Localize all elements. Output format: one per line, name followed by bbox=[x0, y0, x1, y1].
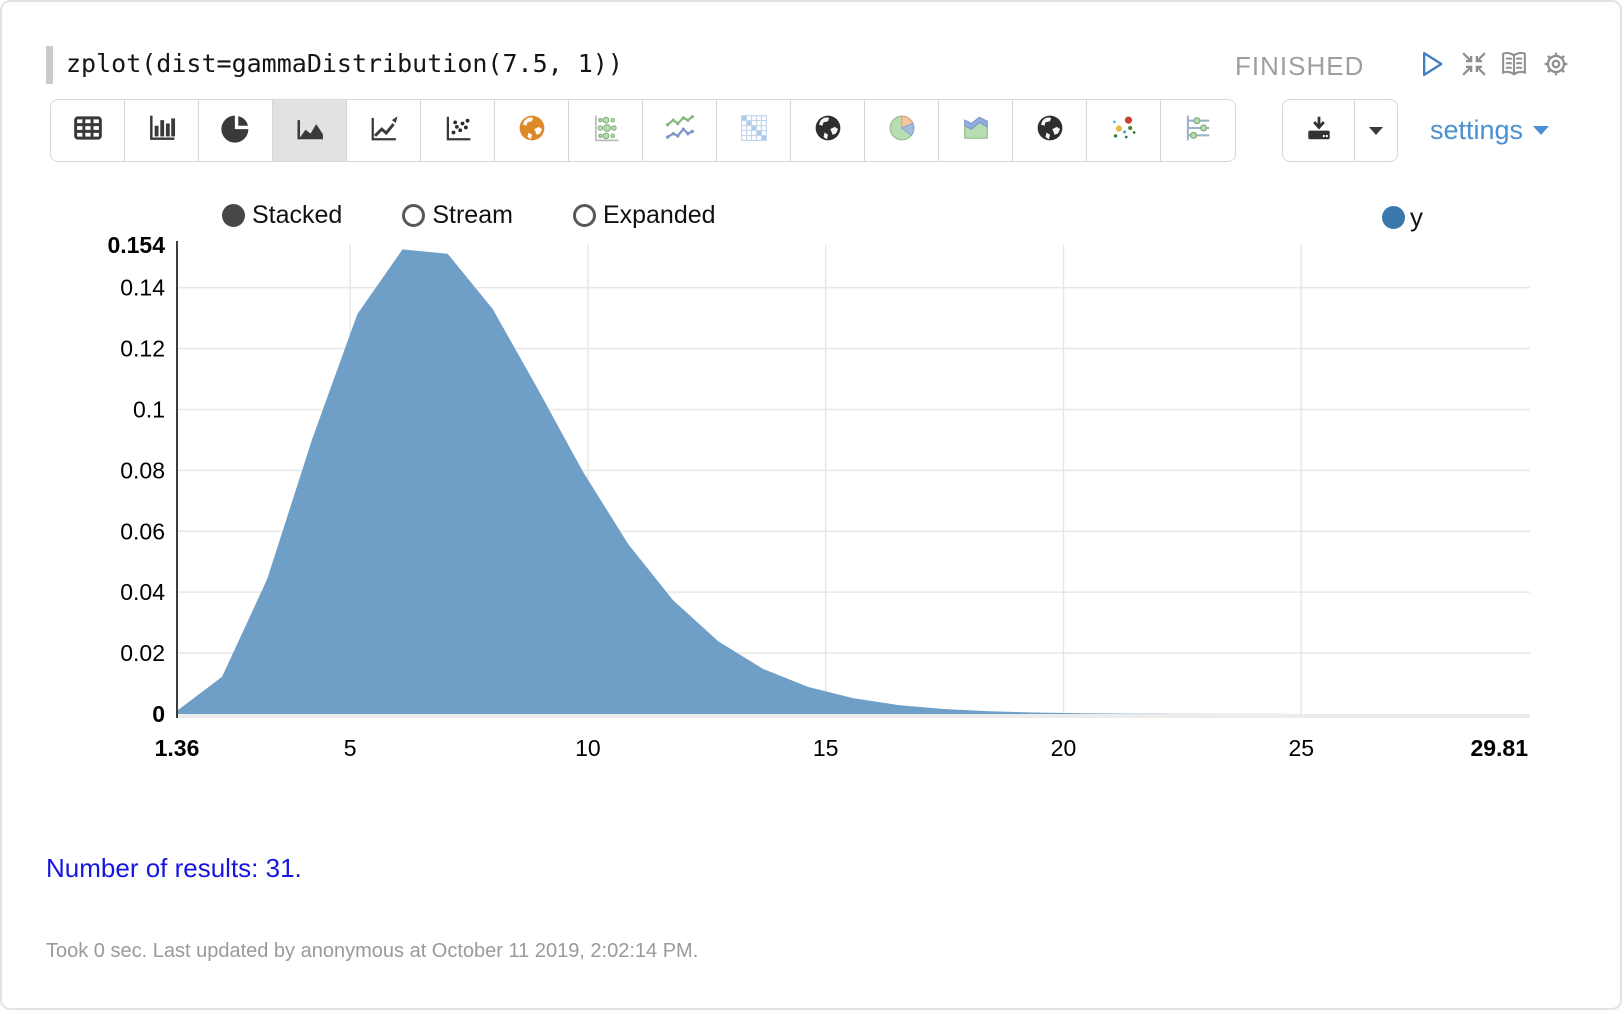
chevron-down-icon bbox=[1369, 126, 1383, 135]
y-axis-tick-label: 0.02 bbox=[120, 640, 165, 666]
area-chart-button[interactable] bbox=[273, 100, 347, 161]
range-sliders-icon bbox=[1180, 110, 1216, 151]
settings-label: settings bbox=[1430, 115, 1524, 145]
paragraph-footer-text: Took 0 sec. Last updated by anonymous at… bbox=[46, 940, 699, 962]
radio-stream-label: Stream bbox=[432, 201, 513, 229]
area-chart-pastel-button[interactable] bbox=[939, 100, 1013, 161]
code-editor[interactable]: zplot(dist=gammaDistribution(7.5, 1)) bbox=[66, 49, 623, 78]
matrix-chart-icon bbox=[736, 110, 772, 151]
radio-unselected-icon bbox=[572, 204, 596, 227]
status-badge: FINISHED bbox=[1235, 51, 1365, 81]
legend-label: y bbox=[1410, 202, 1423, 232]
chart-type-toolbar bbox=[50, 99, 1236, 162]
radio-expanded[interactable]: Expanded bbox=[572, 201, 716, 230]
multi-line-chart-button[interactable] bbox=[643, 100, 717, 161]
multi-line-chart-icon bbox=[662, 110, 698, 151]
scatter-colored-button[interactable] bbox=[1087, 100, 1161, 161]
pie-chart-pastel-icon bbox=[884, 110, 920, 151]
y-axis-tick-label: 0.1 bbox=[133, 396, 165, 422]
globe-dark-2-button[interactable] bbox=[1013, 100, 1087, 161]
table-icon bbox=[70, 110, 106, 151]
download-split-button bbox=[1282, 99, 1398, 162]
radio-stacked-label: Stacked bbox=[252, 201, 343, 229]
collapse-icon[interactable] bbox=[1458, 48, 1490, 80]
radio-stream[interactable]: Stream bbox=[402, 201, 513, 230]
globe-dark-button[interactable] bbox=[791, 100, 865, 161]
x-axis-tick-label: 20 bbox=[1051, 735, 1077, 761]
radio-expanded-label: Expanded bbox=[602, 201, 716, 229]
bubble-chart-icon bbox=[588, 110, 624, 151]
x-axis-baseline bbox=[177, 714, 1530, 718]
globe-dark-icon bbox=[810, 110, 846, 151]
book-icon[interactable] bbox=[1498, 48, 1530, 80]
download-icon bbox=[1304, 113, 1334, 148]
y-axis-tick-label: 0.08 bbox=[120, 457, 165, 483]
y-axis-tick-label: 0.06 bbox=[120, 518, 165, 544]
download-options-button[interactable] bbox=[1355, 100, 1397, 161]
y-axis-tick-label: 0.14 bbox=[120, 275, 165, 301]
radio-selected-icon bbox=[222, 204, 245, 227]
y-axis-tick-label: 0.04 bbox=[120, 579, 165, 605]
bar-chart-button[interactable] bbox=[125, 100, 199, 161]
play-icon[interactable] bbox=[1415, 48, 1447, 80]
settings-caret-icon bbox=[1533, 126, 1550, 135]
area-style-radios: Stacked Stream Expanded bbox=[222, 201, 716, 230]
area-chart-icon bbox=[292, 110, 328, 151]
gear-icon[interactable] bbox=[1540, 48, 1572, 80]
pie-chart-icon bbox=[218, 110, 254, 151]
x-axis-tick-label: 5 bbox=[344, 735, 357, 761]
code-gutter-bar bbox=[46, 46, 53, 84]
y-axis-tick-label: 0.12 bbox=[120, 336, 165, 362]
pie-chart-pastel-button[interactable] bbox=[865, 100, 939, 161]
legend-swatch-icon bbox=[1382, 206, 1405, 229]
x-axis-tick-label: 1.36 bbox=[155, 735, 200, 761]
scatter-plot-button[interactable] bbox=[421, 100, 495, 161]
x-axis-tick-label: 29.81 bbox=[1470, 735, 1528, 761]
y-axis-tick-label: 0.154 bbox=[107, 232, 165, 258]
table-button[interactable] bbox=[51, 100, 125, 161]
settings-toggle[interactable]: settings bbox=[1430, 115, 1550, 146]
area-chart-pastel-icon bbox=[958, 110, 994, 151]
y-axis-tick-label: 0 bbox=[152, 701, 165, 727]
line-chart-button[interactable] bbox=[347, 100, 421, 161]
globe-dark-2-icon bbox=[1032, 110, 1068, 151]
line-chart-icon bbox=[366, 110, 402, 151]
scatter-colored-icon bbox=[1106, 110, 1142, 151]
radio-unselected-icon bbox=[402, 204, 426, 227]
globe-orange-button[interactable] bbox=[495, 100, 569, 161]
range-sliders-button[interactable] bbox=[1161, 100, 1235, 161]
x-axis-tick-label: 10 bbox=[575, 735, 601, 761]
area-series-y[interactable] bbox=[177, 249, 1530, 714]
x-axis-tick-label: 15 bbox=[813, 735, 839, 761]
x-axis-tick-label: 25 bbox=[1288, 735, 1314, 761]
matrix-chart-button[interactable] bbox=[717, 100, 791, 161]
legend-item-y[interactable]: y bbox=[1382, 202, 1423, 233]
scatter-plot-icon bbox=[440, 110, 476, 151]
globe-orange-icon bbox=[514, 110, 550, 151]
bar-chart-icon bbox=[144, 110, 180, 151]
download-button[interactable] bbox=[1283, 100, 1355, 161]
radio-stacked[interactable]: Stacked bbox=[222, 201, 342, 230]
bubble-chart-button[interactable] bbox=[569, 100, 643, 161]
results-count-text: Number of results: 31. bbox=[46, 853, 302, 883]
pie-chart-button[interactable] bbox=[199, 100, 273, 161]
